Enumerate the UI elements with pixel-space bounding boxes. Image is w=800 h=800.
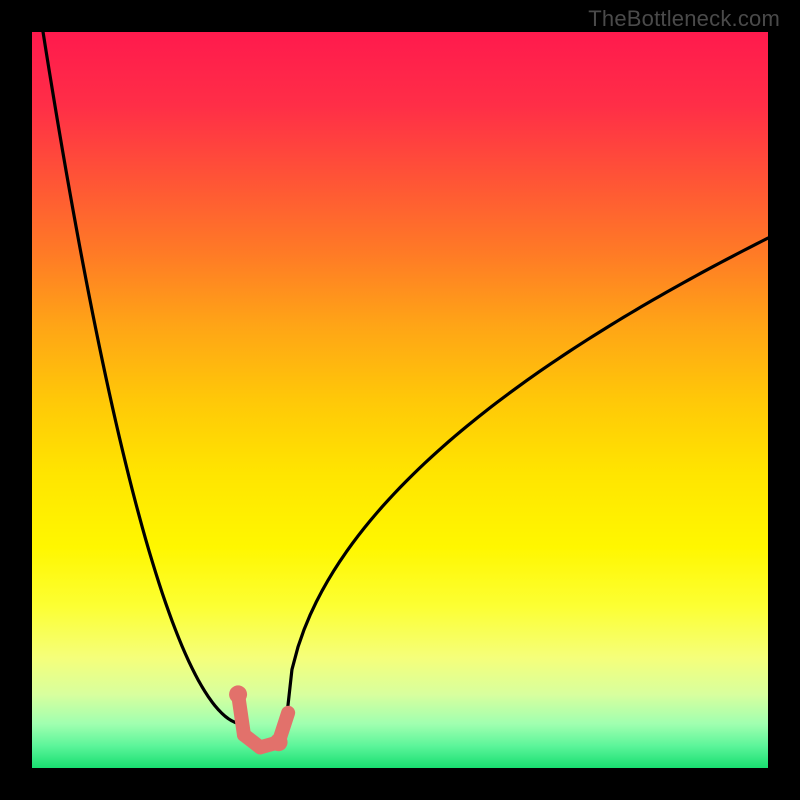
plot-area <box>32 32 768 768</box>
watermark-label: TheBottleneck.com <box>588 6 780 32</box>
highlight-marks <box>32 32 768 768</box>
chart-frame: TheBottleneck.com <box>0 0 800 800</box>
